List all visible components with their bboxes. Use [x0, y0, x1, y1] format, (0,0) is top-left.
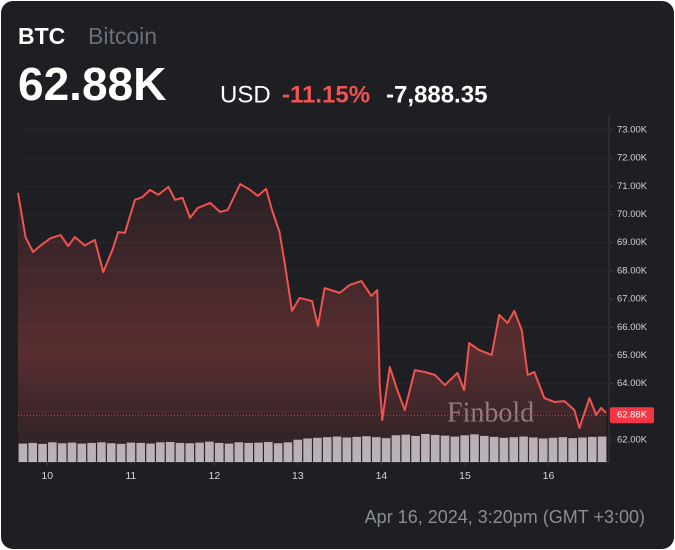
y-tick-label: 66.00K	[617, 322, 648, 333]
y-tick-label: 71.00K	[617, 181, 648, 192]
last-price-label: 62.88K	[617, 410, 648, 421]
x-tick-label: 10	[41, 470, 53, 482]
y-tick-label: 70.00K	[617, 209, 648, 220]
y-tick-label: 69.00K	[617, 237, 648, 248]
price: 62.88K	[18, 58, 166, 110]
y-tick-label: 67.00K	[617, 294, 648, 305]
asset-name: Bitcoin	[88, 23, 157, 49]
symbol: BTC	[18, 23, 65, 49]
x-tick-label: 15	[459, 470, 471, 482]
y-tick-label: 65.00K	[617, 350, 648, 361]
timestamp: Apr 16, 2024, 3:20pm (GMT +3:00)	[365, 507, 645, 527]
y-tick-label: 72.00K	[617, 153, 648, 164]
x-tick-label: 12	[208, 470, 220, 482]
y-tick-label: 68.00K	[617, 265, 648, 276]
y-tick-label: 64.00K	[617, 378, 648, 389]
x-tick-label: 14	[376, 470, 388, 482]
x-tick-label: 16	[543, 470, 555, 482]
change-pct: -11.15%	[282, 81, 370, 108]
area	[18, 184, 607, 462]
price-line	[17, 183, 607, 429]
x-tick-label: 11	[125, 470, 136, 482]
change: -7,888.35	[386, 81, 487, 108]
currency: USD	[220, 81, 271, 108]
x-tick-label: 13	[292, 470, 304, 482]
y-tick-label: 62.00K	[617, 435, 648, 446]
last-price-box	[610, 407, 654, 424]
y-tick-label: 73.00K	[617, 124, 648, 135]
